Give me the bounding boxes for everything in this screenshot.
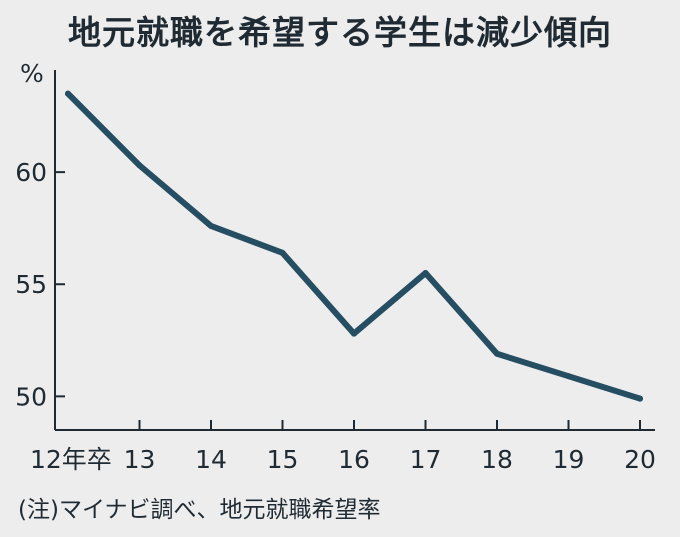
x-axis: 12年卒 13 14 15 16 17 18 19 20 xyxy=(30,420,656,474)
series-group xyxy=(65,90,643,402)
chart-title: 地元就職を希望する学生は減少傾向 xyxy=(68,13,612,52)
data-point xyxy=(565,373,572,380)
x-tick-label: 13 xyxy=(124,445,156,474)
x-tick-label: 14 xyxy=(195,445,227,474)
series-line xyxy=(65,90,643,402)
data-point xyxy=(136,162,143,169)
x-tick-label: 17 xyxy=(410,445,442,474)
data-point xyxy=(494,350,500,357)
y-tick-label: 60 xyxy=(15,158,47,187)
y-tick-label: 50 xyxy=(15,382,47,411)
x-tick-label: 18 xyxy=(481,445,513,474)
data-point xyxy=(351,330,357,337)
x-tick-label: 19 xyxy=(553,445,585,474)
data-point xyxy=(422,270,429,277)
y-axis-unit: % xyxy=(20,59,44,88)
data-point xyxy=(65,90,71,97)
x-tick-label: 20 xyxy=(624,445,656,474)
chart-note: (注)マイナビ調べ、地元就職希望率 xyxy=(18,497,381,523)
data-point xyxy=(208,222,214,229)
data-point xyxy=(279,249,286,256)
x-tick-label: 16 xyxy=(338,445,370,474)
x-tick-label: 12年卒 xyxy=(30,445,112,474)
data-point xyxy=(637,395,643,402)
y-tick-label: 55 xyxy=(15,270,47,299)
y-axis: 50 55 60 xyxy=(15,158,65,411)
x-tick-label: 15 xyxy=(267,445,299,474)
